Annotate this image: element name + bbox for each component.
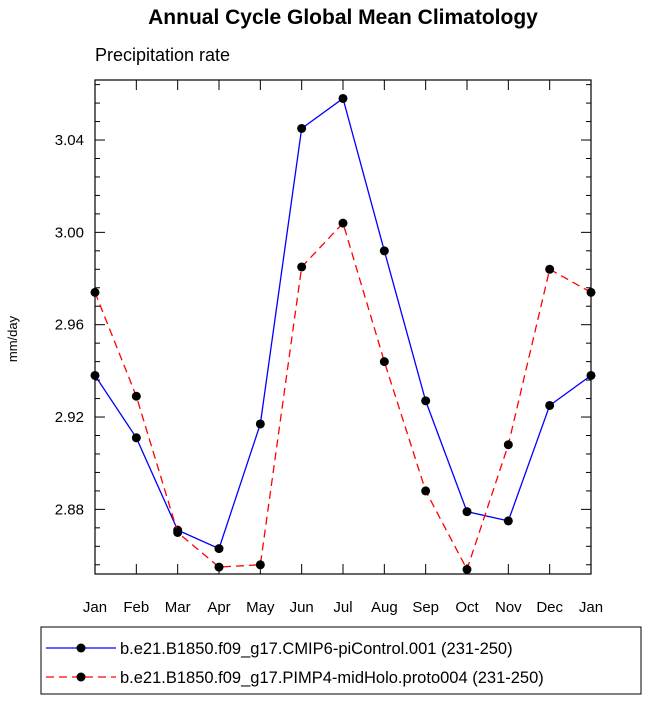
x-tick-label: Jan <box>83 599 107 616</box>
legend: b.e21.B1850.f09_g17.CMIP6-piControl.001 … <box>40 626 642 695</box>
x-tick-label: Oct <box>455 599 479 616</box>
series-group <box>90 93 596 574</box>
series-2-point <box>421 486 431 496</box>
legend-marker-2 <box>76 672 86 682</box>
x-tick-label: May <box>246 599 275 616</box>
series-1-point <box>545 400 555 410</box>
series-1-point <box>255 419 265 429</box>
series-1-point <box>297 123 307 133</box>
series-2-point <box>586 287 596 297</box>
legend-marker-1 <box>76 643 86 653</box>
x-tick-label: Jul <box>333 599 352 616</box>
series-2-point <box>338 218 348 228</box>
series-2-point <box>462 564 472 574</box>
series-2-point <box>214 562 224 572</box>
y-tick-label: 2.92 <box>55 409 84 426</box>
y-tick-label: 3.04 <box>55 132 84 149</box>
x-tick-label: Aug <box>371 599 398 616</box>
x-tick-label: Jun <box>290 599 314 616</box>
x-tick-label: Nov <box>495 599 522 616</box>
x-tick-label: Sep <box>412 599 439 616</box>
series-1-point <box>586 370 596 380</box>
series-1-point <box>131 433 141 443</box>
series-2-point <box>503 440 513 450</box>
series-line-1 <box>94 97 592 550</box>
y-tick-label: 3.00 <box>55 224 84 241</box>
series-2-point <box>90 287 100 297</box>
x-tick-label: Jan <box>579 599 603 616</box>
y-axis-label: mm/day <box>5 315 20 362</box>
series-line-2 <box>94 221 592 572</box>
series-1-point <box>214 544 224 554</box>
legend-box <box>40 626 642 695</box>
chart-title: Annual Cycle Global Mean Climatology <box>148 6 538 29</box>
chart-subtitle: Precipitation rate <box>95 45 230 65</box>
series-1-point <box>421 396 431 406</box>
y-tick-label: 2.88 <box>55 501 84 518</box>
series-2-point <box>131 391 141 401</box>
plot-frame <box>94 79 592 575</box>
legend-label-2: b.e21.B1850.f09_g17.PIMP4-midHolo.proto0… <box>120 669 544 687</box>
y-tick-label: 2.96 <box>55 317 84 334</box>
series-2-point <box>255 560 265 570</box>
axes: Jan Feb Mar Apr May Jun Jul Aug Sep Oct Nov Dec Jan 2… <box>55 80 603 616</box>
series-1-point <box>338 93 348 103</box>
series-2-point <box>545 264 555 274</box>
legend-label-1: b.e21.B1850.f09_g17.CMIP6-piControl.001 … <box>120 640 513 658</box>
series-1-point <box>503 516 513 526</box>
series-1-point <box>90 370 100 380</box>
series-2-point <box>173 527 183 537</box>
series-1-point <box>379 246 389 256</box>
x-tick-label: Feb <box>123 599 149 616</box>
series-1-point <box>462 507 472 517</box>
series-2-point <box>297 262 307 272</box>
x-tick-label: Dec <box>536 599 563 616</box>
x-tick-label: Apr <box>207 599 230 616</box>
series-2-point <box>379 357 389 367</box>
x-tick-label: Mar <box>165 599 191 616</box>
